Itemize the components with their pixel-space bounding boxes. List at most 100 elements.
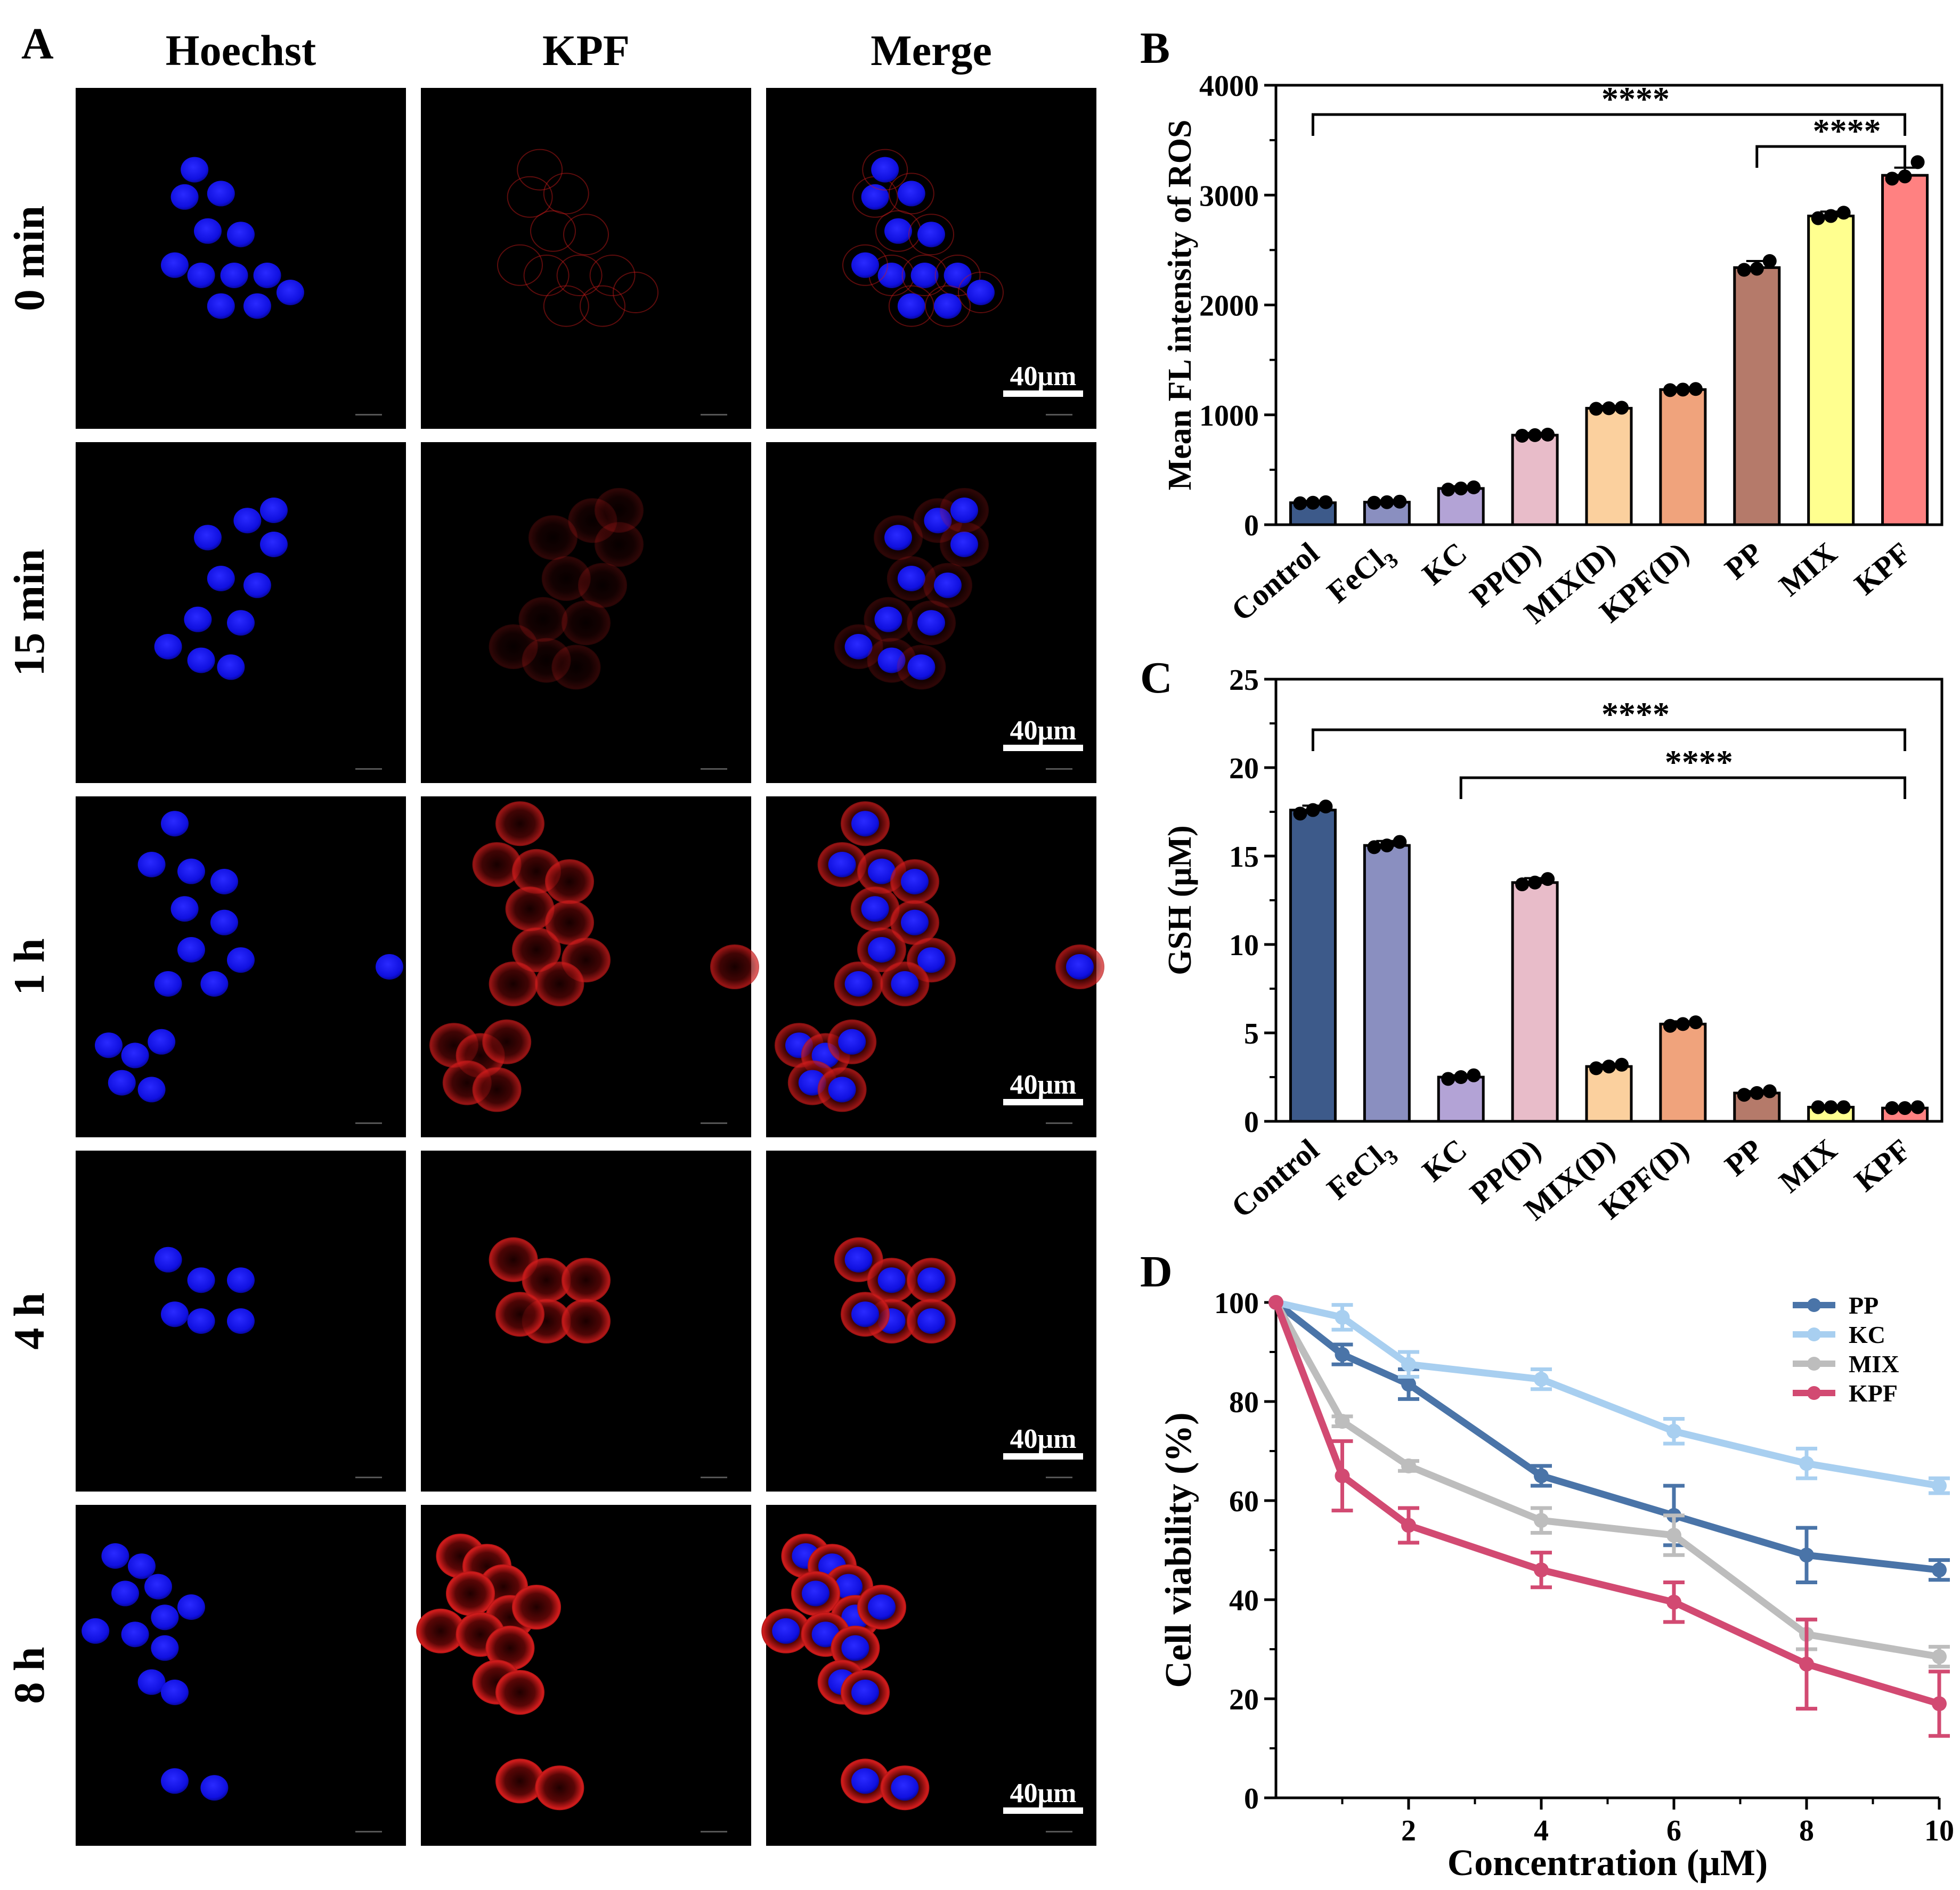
cytoplasm-signal xyxy=(545,900,594,945)
data-point xyxy=(1615,1057,1629,1072)
scale-bar-label: 40μm xyxy=(1010,1070,1077,1100)
y-tick-label: 0 xyxy=(1244,1106,1259,1139)
data-point xyxy=(1750,1086,1764,1100)
row-header: 4 h xyxy=(5,1292,53,1349)
category-text: MIX xyxy=(1772,535,1843,602)
bar xyxy=(1289,809,1337,1123)
x-category-label: Control xyxy=(1225,1132,1325,1224)
data-point xyxy=(1515,877,1530,892)
nucleus xyxy=(151,1635,179,1661)
data-point xyxy=(1319,800,1333,814)
category-text: MIX xyxy=(1772,1132,1843,1199)
category-text: Control xyxy=(1225,535,1325,628)
micrograph-tile xyxy=(76,1505,406,1846)
nucleus xyxy=(260,532,288,557)
cytoplasm-signal xyxy=(416,1608,466,1653)
data-point xyxy=(1380,838,1394,853)
scale-bar-label: 40μm xyxy=(1010,361,1077,392)
nucleus xyxy=(884,218,912,244)
nucleus xyxy=(884,525,912,551)
data-point xyxy=(1799,1656,1814,1672)
nucleus xyxy=(891,1775,919,1801)
nucleus xyxy=(177,937,205,963)
nucleus xyxy=(917,1267,945,1293)
cytoplasm-signal xyxy=(862,149,908,191)
y-tick-label: 10 xyxy=(1229,929,1259,962)
nucleus xyxy=(851,252,879,278)
y-tick-label: 20 xyxy=(1229,1683,1259,1716)
x-tick-label: 4 xyxy=(1534,1814,1549,1847)
nucleus xyxy=(161,252,189,278)
series-line xyxy=(1275,1299,1940,1489)
cytoplasm-signal xyxy=(934,255,981,296)
nucleus xyxy=(861,896,889,922)
tile-scale-tick xyxy=(1046,414,1072,416)
micrograph-tile: 40μm xyxy=(766,442,1096,783)
cytoplasm-signal xyxy=(888,173,934,215)
scale-bar-label: 40μm xyxy=(1010,715,1077,746)
nucleus xyxy=(868,1594,896,1620)
cytoplasm-signal xyxy=(523,255,570,296)
nucleus xyxy=(802,1581,829,1607)
tile-scale-tick xyxy=(701,768,727,770)
bar xyxy=(1659,1022,1707,1123)
significance-label: **** xyxy=(1601,695,1670,733)
cytoplasm-signal xyxy=(522,1258,571,1303)
tile-scale-tick xyxy=(1046,1831,1072,1832)
data-point xyxy=(1306,803,1320,817)
data-point xyxy=(1335,1347,1350,1362)
micrograph-tile xyxy=(421,88,751,429)
tile-scale-tick xyxy=(701,1477,727,1478)
nucleus xyxy=(1066,954,1094,980)
data-point xyxy=(1268,1295,1283,1310)
y-tick-label: 3000 xyxy=(1199,180,1259,213)
nucleus xyxy=(844,634,873,659)
microscopy-panel: A Hoechst KPF Merge 0 min 15 min 1 h 4 h 8 h 4… xyxy=(5,19,1104,1846)
cytoplasm-signal xyxy=(507,176,553,218)
nucleus xyxy=(227,222,255,248)
cytoplasm-signal xyxy=(543,285,589,327)
cytoplasm-signal xyxy=(495,801,544,846)
data-point xyxy=(1932,1649,1947,1664)
data-point xyxy=(1293,496,1307,510)
nucleus xyxy=(200,1775,229,1801)
nucleus xyxy=(161,1301,189,1327)
bar xyxy=(1511,434,1559,526)
data-point xyxy=(1441,483,1455,496)
nucleus xyxy=(227,1308,255,1334)
y-tick-label: 4000 xyxy=(1199,70,1259,103)
cytoplasm-signal xyxy=(541,556,591,601)
nucleus xyxy=(950,498,978,523)
data-point xyxy=(1441,1072,1455,1086)
nucleus xyxy=(874,606,902,632)
micrograph-tile xyxy=(421,1151,751,1492)
bar xyxy=(1585,1065,1633,1123)
bar xyxy=(1659,388,1707,526)
nucleus xyxy=(243,572,271,598)
nucleus xyxy=(917,947,945,973)
nucleus xyxy=(187,647,215,673)
cytoplasm-signal xyxy=(562,600,611,646)
nucleus xyxy=(227,947,255,973)
nucleus xyxy=(841,1635,869,1661)
data-point xyxy=(1932,1478,1947,1494)
data-point xyxy=(1676,382,1690,397)
bar xyxy=(1585,406,1633,526)
nucleus xyxy=(851,1768,879,1794)
significance-label: **** xyxy=(1813,112,1881,150)
data-point xyxy=(1380,495,1394,509)
category-text: KPF xyxy=(1848,1132,1917,1198)
x-category-label: KPF xyxy=(1848,535,1917,601)
cytoplasm-signal xyxy=(517,149,563,191)
cytoplasm-signal xyxy=(489,962,538,1006)
tile-scale-tick xyxy=(1046,1122,1072,1124)
row-header: 8 h xyxy=(5,1647,53,1704)
nucleus xyxy=(917,222,945,248)
panel-c-letter: C xyxy=(1140,653,1173,703)
nucleus xyxy=(137,1077,166,1103)
nucleus xyxy=(868,858,896,884)
cytoplasm-signal xyxy=(888,285,934,327)
data-point xyxy=(1401,1376,1416,1392)
cytoplasm-signal xyxy=(446,1571,495,1616)
